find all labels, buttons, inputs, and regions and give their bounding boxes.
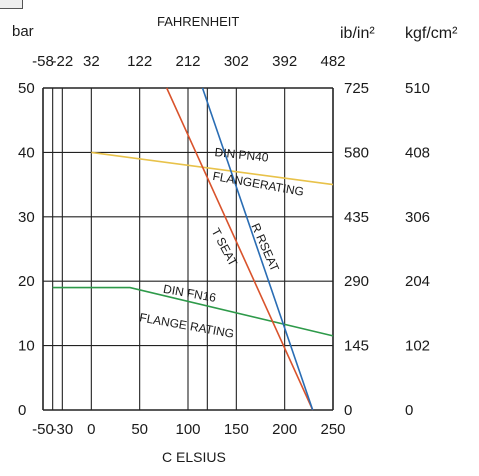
kgf-tick-label: 0: [405, 402, 413, 419]
top-tick-label: -58: [32, 53, 54, 70]
grid: [42, 87, 334, 411]
top-tick-label: 122: [127, 53, 152, 70]
right-axis2-label: kgf/cm²: [405, 25, 458, 42]
top-tick-label: 32: [83, 53, 100, 70]
x-tick-label: -30: [51, 421, 73, 438]
kgf-tick-label: 102: [405, 338, 430, 355]
psi-tick-label: 580: [344, 144, 369, 161]
x-tick-label: 0: [87, 421, 95, 438]
y-tick-label: 10: [18, 338, 35, 355]
annotation-label: DIN PN40: [214, 145, 270, 165]
psi-tick-label: 0: [344, 402, 352, 419]
annotation-label: T SEAT: [209, 226, 241, 269]
y-tick-label: 30: [18, 209, 35, 226]
y-tick-label: 0: [18, 402, 26, 419]
psi-tick-label: 435: [344, 209, 369, 226]
kgf-tick-label: 510: [405, 80, 430, 97]
left-axis-label: bar: [12, 23, 34, 40]
series-line-rseat: [201, 87, 314, 411]
top-tick-label: -22: [51, 53, 73, 70]
top-tick-label: 212: [175, 53, 200, 70]
psi-tick-label: 145: [344, 338, 369, 355]
series: [52, 87, 334, 411]
x-tick-label: 150: [224, 421, 249, 438]
psi-tick-label: 725: [344, 80, 369, 97]
series-line-tseat: [165, 87, 314, 411]
annotation-label: FLANGERATING: [212, 169, 305, 199]
y-tick-label: 20: [18, 273, 35, 290]
top-tick-label: 482: [320, 53, 345, 70]
kgf-tick-label: 408: [405, 144, 430, 161]
y-tick-label: 40: [18, 144, 35, 161]
annotation-label: FLANGE RATING: [138, 310, 235, 340]
series-line-pn40: [91, 151, 334, 186]
top-tick-label: 302: [224, 53, 249, 70]
series-line-pn16: [52, 286, 334, 337]
kgf-tick-label: 204: [405, 273, 430, 290]
psi-tick-label: 290: [344, 273, 369, 290]
top-axis-label: FAHRENHEIT: [157, 14, 239, 29]
x-tick-label: 250: [320, 421, 345, 438]
kgf-tick-label: 306: [405, 209, 430, 226]
annotation-label: R RSEAT: [248, 221, 282, 274]
top-tick-label: 392: [272, 53, 297, 70]
tick-labels: -50-30 0 50 100 150 200 250-58-22 32 122 212 302 39…: [18, 53, 430, 438]
right-axis1-label: ib/in²: [340, 25, 375, 42]
bottom-axis-label: C ELSIUS: [162, 449, 226, 465]
x-tick-label: 50: [131, 421, 148, 438]
window-frame-corner: [0, 0, 23, 9]
x-tick-label: 200: [272, 421, 297, 438]
x-tick-label: 100: [175, 421, 200, 438]
x-tick-label: -50: [32, 421, 54, 438]
y-tick-label: 50: [18, 80, 35, 97]
